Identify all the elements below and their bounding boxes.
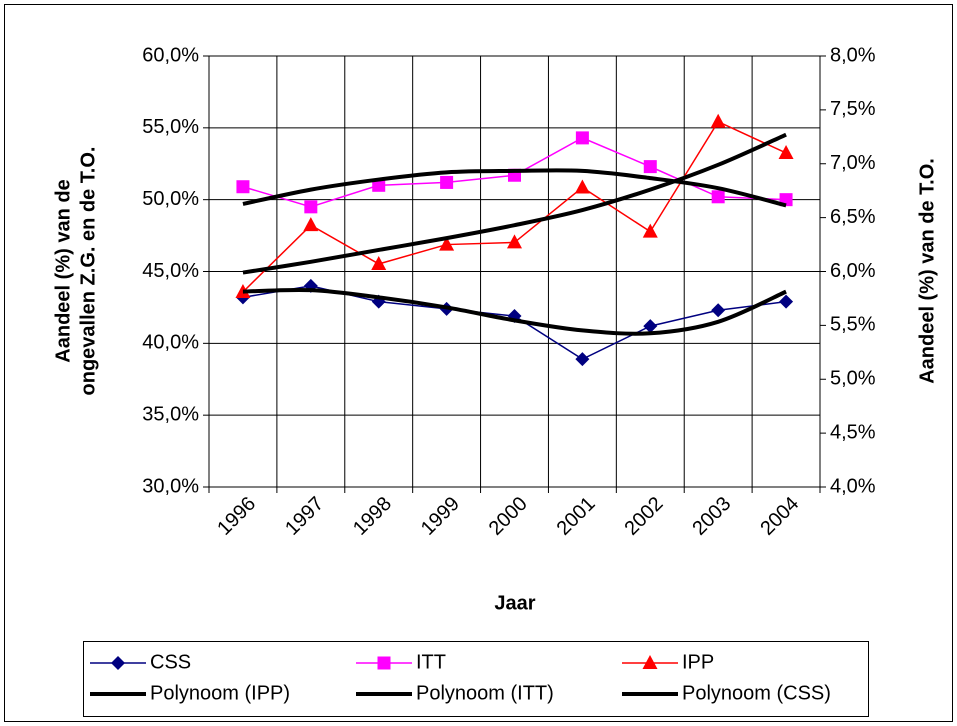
marker-diamond: [575, 352, 590, 367]
marker-triangle: [710, 113, 726, 128]
marker-triangle: [778, 144, 794, 159]
x-axis-title: Jaar: [494, 592, 535, 614]
y2-tick-label: 4,0%: [830, 475, 876, 497]
y-tick-label: 50,0%: [142, 188, 199, 210]
y-axis-title: ongevallen Z.G. en de T.O.: [77, 147, 99, 396]
y2-tick-label: 4,5%: [830, 421, 876, 443]
y-tick-label: 40,0%: [142, 332, 199, 354]
marker-square: [575, 131, 589, 145]
y-tick-label: 55,0%: [142, 116, 199, 138]
marker-diamond: [711, 303, 726, 318]
y-tick-label: 45,0%: [142, 260, 199, 282]
marker-triangle: [439, 236, 455, 251]
marker-triangle: [574, 179, 590, 194]
y2-tick-label: 6,0%: [830, 260, 876, 282]
y-tick-label: 60,0%: [142, 44, 199, 66]
legend-label: CSS: [150, 651, 191, 673]
y2-tick-label: 5,0%: [830, 368, 876, 390]
y-tick-label: 30,0%: [142, 475, 199, 497]
trend-line: [242, 287, 787, 336]
marker-diamond: [643, 319, 658, 334]
marker-square: [377, 656, 391, 670]
marker-triangle: [303, 217, 319, 232]
trend-line: [242, 132, 787, 275]
y2-tick-label: 5,5%: [830, 314, 876, 336]
legend-label: Polynoom (CSS): [682, 682, 831, 704]
legend-label: ITT: [416, 651, 446, 673]
marker-diamond: [111, 656, 125, 670]
legend-label: Polynoom (ITT): [416, 682, 554, 704]
marker-square: [372, 178, 386, 192]
y2-tick-label: 6,5%: [830, 206, 876, 228]
legend-box: [83, 641, 869, 717]
legend-label: IPP: [682, 651, 714, 673]
y2-tick-label: 7,0%: [830, 152, 876, 174]
marker-square: [440, 175, 454, 189]
marker-square: [711, 190, 725, 204]
y2-axis-title: Aandeel (%) van de T.O.: [916, 158, 938, 384]
trend-line: [242, 168, 787, 208]
y-axis-title: Aandeel (%) van de: [52, 179, 74, 362]
y2-tick-label: 7,5%: [830, 98, 876, 120]
marker-square: [643, 160, 657, 174]
y2-tick-label: 8,0%: [830, 44, 876, 66]
marker-triangle: [642, 655, 658, 669]
legend-label: Polynoom (IPP): [150, 682, 290, 704]
marker-triangle: [507, 234, 522, 249]
y-tick-label: 35,0%: [142, 403, 199, 425]
marker-diamond: [779, 294, 794, 309]
marker-square: [236, 180, 250, 194]
marker-triangle: [642, 223, 658, 238]
marker-triangle: [371, 255, 387, 270]
marker-square: [304, 200, 318, 214]
